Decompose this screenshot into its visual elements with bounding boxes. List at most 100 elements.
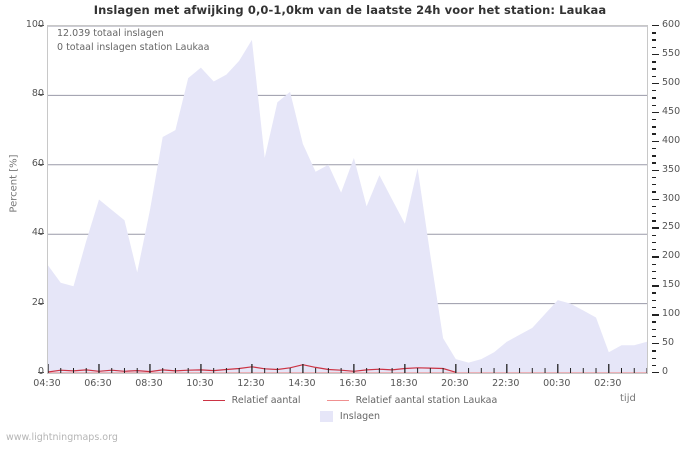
y-axis-right-tick-label: 350 (662, 163, 681, 175)
legend-label: Relatief aantal (231, 394, 301, 406)
y-axis-right-tick-label: 0 (662, 366, 669, 377)
chart-title: Inslagen met afwijking 0,0-1,0km van de … (93, 3, 607, 17)
y-axis-left-title: Percent [%] (8, 154, 20, 213)
y-axis-right-tick (652, 75, 656, 77)
y-axis-right-tick (652, 256, 659, 258)
plot-area (47, 25, 648, 374)
y-axis-right-tick (652, 198, 659, 200)
y-axis-right-tick-label: 150 (662, 279, 681, 291)
y-axis-right-tick (652, 328, 656, 331)
x-axis-tick-label: 04:30 (33, 378, 61, 389)
y-axis-right-tick (652, 372, 659, 374)
y-axis-right-tick (652, 169, 659, 171)
y-axis-right-tick (652, 299, 656, 302)
y-axis-right-tick-label: 50 (662, 337, 675, 349)
legend-row-1: Relatief aantal Relatief aantal station … (0, 392, 700, 408)
x-axis-tick-label: 22:30 (492, 378, 520, 389)
y-axis-left-tick-label: 40 (6, 227, 44, 238)
y-axis-right-tick (652, 220, 656, 222)
y-axis-right-tick (652, 191, 656, 193)
chart-legend: Relatief aantal Relatief aantal station … (0, 392, 700, 424)
y-axis-right-tick-label: 450 (662, 105, 681, 117)
y-axis-right-tick (652, 90, 656, 92)
y-axis-right-tick (652, 111, 659, 114)
y-axis-right-tick-label: 600 (662, 19, 681, 30)
y-axis-right-tick (652, 82, 659, 85)
y-axis-right-tick-label: 250 (662, 221, 681, 233)
x-axis-title: tijd (620, 393, 636, 404)
y-axis-right-tick (652, 97, 656, 99)
legend-label: Inslagen (339, 410, 381, 422)
y-axis-right-tick (652, 357, 656, 359)
y-axis-right-tick (652, 292, 656, 294)
legend-item-relatief-aantal-station[interactable]: Relatief aantal station Laukaa (326, 394, 498, 406)
x-axis-tick-label: 10:30 (186, 378, 214, 389)
legend-area-swatch-icon (319, 410, 333, 422)
x-axis-tick-label: 14:30 (288, 378, 316, 389)
plot-svg (48, 26, 647, 373)
y-axis-left-tick-label: 80 (6, 88, 44, 99)
y-axis-left-tick-label: 0 (6, 366, 44, 377)
y-axis-right-tick (652, 350, 656, 352)
y-axis-right-tick (652, 61, 656, 63)
y-axis-right-tick (652, 241, 656, 244)
y-axis-right-tick (652, 364, 656, 367)
y-axis-right-tick (652, 184, 656, 186)
x-axis-tick-label: 16:30 (339, 378, 367, 389)
y-axis-left-tick (38, 25, 44, 26)
y-axis-right-tick (652, 32, 656, 34)
y-axis-right-tick (652, 227, 659, 229)
y-axis-right-tick (652, 270, 656, 273)
legend-item-inslagen[interactable]: Inslagen (319, 410, 381, 422)
y-axis-right-tick (652, 39, 656, 41)
x-axis-tick-label: 06:30 (84, 378, 112, 389)
y-axis-right-tick (652, 278, 656, 280)
legend-line-swatch-icon (202, 399, 225, 401)
y-axis-right-tick (652, 155, 656, 157)
y-axis-right-tick (652, 234, 656, 237)
y-axis-right-tick (652, 162, 656, 164)
y-axis-left-tick (38, 94, 44, 96)
y-axis-right-tick (652, 285, 659, 287)
y-axis-right-tick (652, 335, 656, 338)
legend-line-swatch-icon (326, 399, 349, 401)
y-axis-right-tick (652, 46, 656, 49)
y-axis-right-tick (652, 126, 656, 128)
y-axis-right-tick (652, 118, 656, 121)
y-axis-right-tick (652, 249, 656, 251)
y-axis-right-tick-label: 100 (662, 308, 681, 320)
y-axis-right-tick-label: 300 (662, 192, 681, 204)
legend-row-2: Inslagen (0, 408, 700, 424)
y-axis-right-tick (652, 205, 656, 208)
y-axis-left-tick (38, 302, 44, 304)
area-series-inslagen (48, 39, 647, 373)
y-axis-right-tick (652, 176, 656, 179)
y-axis-right-tick (652, 321, 656, 323)
y-axis-left-tick (38, 233, 44, 235)
y-axis-left-tick-label: 60 (6, 158, 44, 169)
y-axis-right-tick (652, 68, 656, 70)
y-axis-right-tick (652, 140, 659, 143)
y-axis-right-tick-label: 550 (662, 47, 681, 59)
watermark-text: www.lightningmaps.org (6, 432, 118, 443)
x-axis-tick-label: 02:30 (594, 378, 622, 389)
x-axis-tick-label: 00:30 (543, 378, 571, 389)
y-axis-right-tick (652, 306, 656, 309)
y-axis-left: 0 20 40 60 80 100 (0, 0, 44, 450)
y-axis-right-tick (652, 212, 656, 215)
y-axis-right-tick (652, 25, 659, 27)
y-axis-right-tick (652, 53, 659, 56)
y-axis-left-tick-label: 20 (6, 297, 44, 308)
y-axis-right-tick (652, 133, 656, 135)
legend-item-relatief-aantal[interactable]: Relatief aantal (202, 394, 301, 406)
y-axis-right: 0 50 100 150 200 250 300 350 400 450 500 550 600 (652, 0, 700, 450)
x-axis-tick-label: 18:30 (390, 378, 418, 389)
y-axis-right-tick-label: 200 (662, 250, 681, 262)
y-axis-right-tick (652, 263, 656, 265)
y-axis-right-tick (652, 343, 659, 345)
legend-label: Relatief aantal station Laukaa (355, 394, 498, 406)
y-axis-right-tick-label: 400 (662, 134, 681, 146)
y-axis-left-tick (38, 372, 44, 373)
y-axis-right-tick-label: 500 (662, 76, 681, 88)
